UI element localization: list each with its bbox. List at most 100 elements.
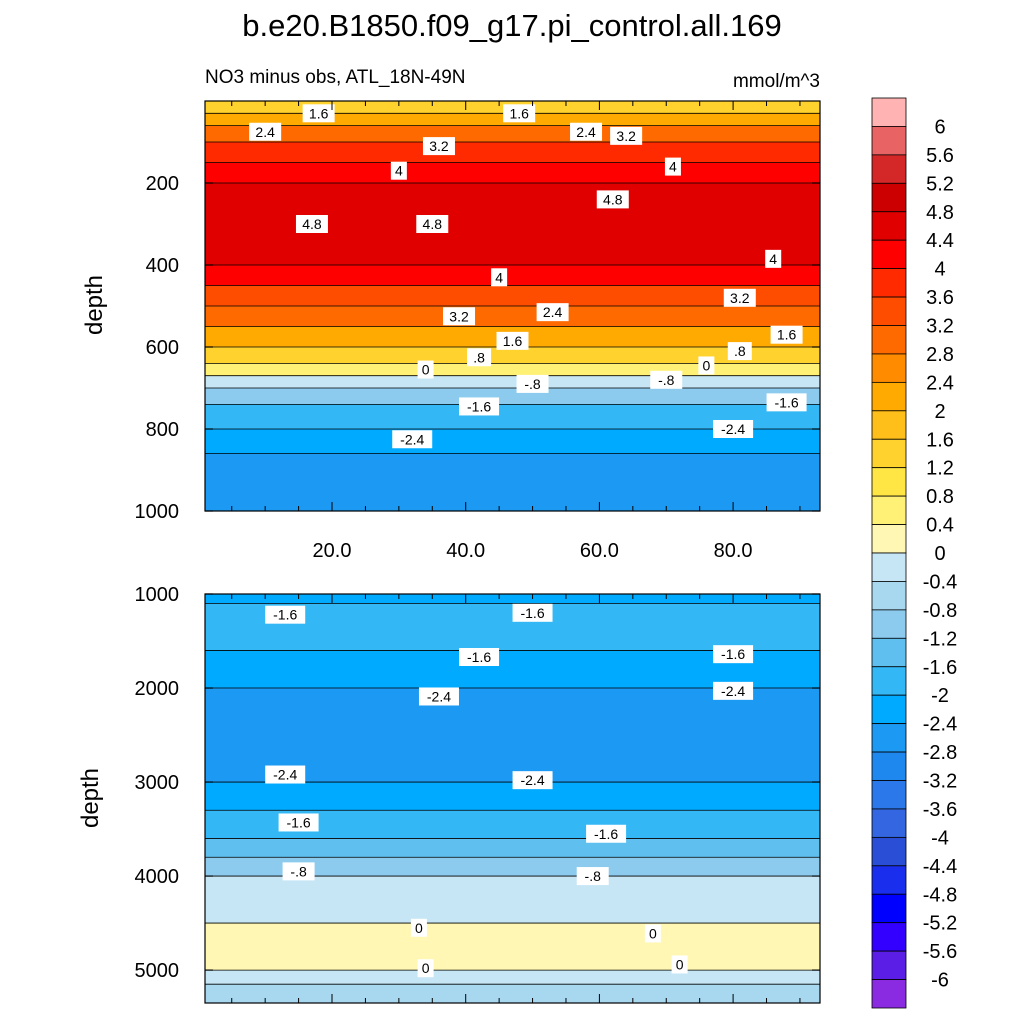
contour-label: -1.6 — [467, 649, 491, 665]
y-tick-label: 4000 — [135, 866, 180, 888]
contour-label-bg — [459, 647, 500, 666]
contour-label-bg — [644, 924, 661, 943]
colorbar-label: -2 — [931, 685, 949, 707]
contour-band — [205, 162, 820, 183]
colorbar-swatch — [871, 694, 907, 725]
plot-frame — [204, 593, 821, 1004]
contour-label: -2.4 — [427, 688, 451, 704]
colorbar-swatch — [871, 97, 907, 127]
contour-band — [205, 923, 820, 971]
contour-label-bg — [766, 393, 807, 412]
chart-subtitle-left: NO3 minus obs, ATL_18N-49N — [205, 67, 466, 88]
contour-label-bg — [417, 360, 434, 379]
colorbar-swatch — [871, 126, 907, 156]
colorbar-swatch — [871, 637, 907, 668]
y-tick-label: 200 — [146, 173, 179, 195]
contour-band — [205, 285, 820, 306]
contour-label-bg — [713, 645, 754, 664]
contour-label-bg — [770, 325, 803, 344]
contour-label-bg — [596, 190, 629, 209]
contour-label-bg — [671, 955, 688, 974]
contour-label-bg — [570, 122, 603, 141]
contour-label: 2.4 — [576, 124, 596, 140]
chart-title: b.e20.B1850.f09_g17.pi_control.all.169 — [242, 8, 782, 43]
contour-label: 2.4 — [543, 304, 563, 320]
contour-label: 0 — [702, 357, 710, 373]
contour-label: 1.6 — [503, 333, 523, 349]
contour-label: 3.2 — [449, 308, 469, 324]
contour-label-bg — [576, 867, 609, 886]
contour-label: -1.6 — [287, 814, 311, 830]
contour-label-bg — [491, 268, 508, 287]
contour-band — [205, 125, 820, 142]
contour-label: 4.8 — [603, 191, 623, 207]
contour-label-bg — [516, 374, 549, 393]
colorbar-swatch — [871, 268, 907, 298]
contour-label: -1.6 — [594, 826, 618, 842]
contour-label: 1.6 — [777, 327, 797, 343]
colorbar-label: 2 — [934, 401, 945, 423]
contour-label-bg — [467, 348, 492, 367]
colorbar-swatch — [871, 467, 907, 497]
contour-label: -1.6 — [467, 398, 491, 414]
colorbar-label: -3.2 — [923, 771, 957, 793]
contour-label: 4.8 — [423, 216, 443, 232]
contour-band — [205, 984, 820, 1003]
contour-label-bg — [512, 771, 553, 790]
contour-band — [205, 363, 820, 376]
contour-label-bg — [278, 813, 319, 832]
colorbar-label: -4.8 — [923, 884, 957, 906]
y-tick-label: 400 — [146, 255, 179, 277]
contour-label: 3.2 — [429, 138, 449, 154]
contour-label: -1.6 — [721, 646, 745, 662]
contour-label-bg — [295, 215, 328, 233]
contour-label-bg — [664, 157, 681, 176]
contour-label: -2.4 — [273, 767, 297, 783]
contour-label: 4 — [395, 163, 403, 179]
colorbar-swatch — [871, 410, 907, 440]
contour-label: .8 — [734, 343, 746, 359]
contour-label: 0 — [422, 362, 430, 378]
contour-label: -.8 — [585, 868, 602, 884]
colorbar-swatch — [871, 495, 907, 525]
y-tick-label: 1000 — [135, 501, 180, 523]
colorbar-label: -5.6 — [923, 941, 957, 963]
contour-label: 4 — [495, 269, 503, 285]
contour-label: 4 — [769, 251, 777, 267]
contour-label: 0 — [649, 925, 657, 941]
contour-label-bg — [302, 104, 335, 123]
y-tick-label: 2000 — [135, 678, 180, 700]
contour-band — [205, 782, 820, 811]
contour-band — [205, 388, 820, 405]
colorbar-label: -2.8 — [923, 742, 957, 764]
contour-label-bg — [650, 370, 683, 389]
colorbar-label: -5.2 — [923, 913, 957, 935]
plot-frame — [204, 100, 821, 512]
colorbar-label: 4.4 — [926, 230, 954, 252]
contour-label: -1.6 — [520, 605, 544, 621]
colorbar-swatch — [871, 524, 907, 554]
colorbar-swatch — [871, 325, 907, 355]
colorbar-label: -3.6 — [923, 799, 957, 821]
contour-label: .8 — [473, 349, 485, 365]
x-tick-label: 80.0 — [714, 540, 753, 562]
contour-label-bg — [698, 356, 715, 375]
contour-label-bg — [586, 824, 627, 843]
x-tick-label: 20.0 — [313, 540, 352, 562]
colorbar-swatch — [871, 893, 907, 924]
y-tick-label: 5000 — [135, 960, 180, 982]
contour-band — [205, 142, 820, 163]
contour-label-bg — [610, 126, 643, 145]
contour-label: -2.4 — [520, 772, 544, 788]
chart-subtitle-right: mmol/m^3 — [733, 71, 820, 92]
contour-label-bg — [390, 161, 407, 180]
colorbar-label: 1.2 — [926, 458, 954, 480]
contour-label-bg — [392, 430, 433, 449]
colorbar-swatch — [871, 182, 907, 213]
bottom-y-axis-label: depth — [77, 768, 104, 828]
colorbar-swatch — [871, 438, 907, 469]
colorbar-label: 0 — [934, 543, 945, 565]
colorbar-label: 3.6 — [926, 287, 954, 309]
colorbar-swatch — [871, 381, 907, 412]
